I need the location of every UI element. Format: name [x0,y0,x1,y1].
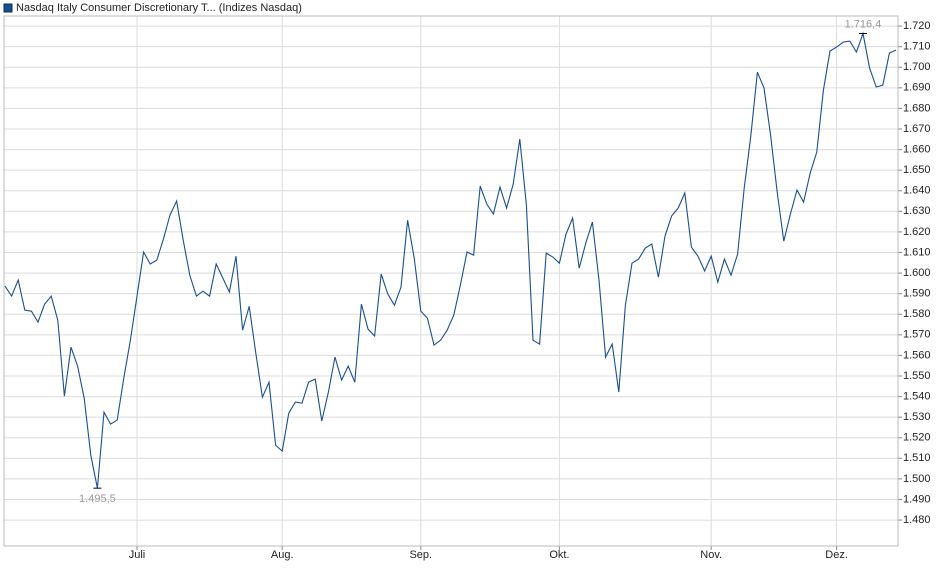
y-tick-label: 1.520 [903,432,931,444]
high-label: 1.716,4 [845,18,882,30]
y-tick-label: 1.600 [903,267,931,279]
y-tick-label: 1.590 [903,288,931,300]
y-tick-label: 1.540 [903,390,931,402]
x-tick-label: Dez. [825,549,848,561]
y-tick-label: 1.560 [903,349,931,361]
low-label: 1.495,5 [79,493,116,505]
y-tick-label: 1.710 [903,41,931,53]
y-tick-label: 1.720 [903,20,931,32]
y-tick-label: 1.550 [903,370,931,382]
y-tick-label: 1.580 [903,308,931,320]
y-tick-label: 1.490 [903,493,931,505]
y-tick-label: 1.650 [903,164,931,176]
y-tick-label: 1.670 [903,123,931,135]
y-tick-label: 1.500 [903,473,931,485]
y-tick-label: 1.620 [903,226,931,238]
y-tick-label: 1.640 [903,185,931,197]
y-tick-label: 1.690 [903,82,931,94]
y-tick-label: 1.530 [903,411,931,423]
y-tick-label: 1.510 [903,452,931,464]
y-tick-label: 1.680 [903,102,931,114]
legend-swatch [3,3,13,13]
y-tick-label: 1.610 [903,246,931,258]
x-tick-label: Aug. [271,549,294,561]
y-tick-label: 1.700 [903,61,931,73]
x-tick-label: Sep. [409,549,432,561]
y-tick-label: 1.660 [903,143,931,155]
price-line [4,31,897,489]
x-tick-label: Juli [129,549,146,561]
legend-label: Nasdaq Italy Consumer Discretionary T...… [16,2,302,14]
y-tick-label: 1.570 [903,329,931,341]
y-tick-label: 1.630 [903,205,931,217]
y-tick-label: 1.480 [903,514,931,526]
plot-frame [3,15,899,547]
x-tick-label: Okt. [549,549,569,561]
x-tick-label: Nov. [700,549,722,561]
